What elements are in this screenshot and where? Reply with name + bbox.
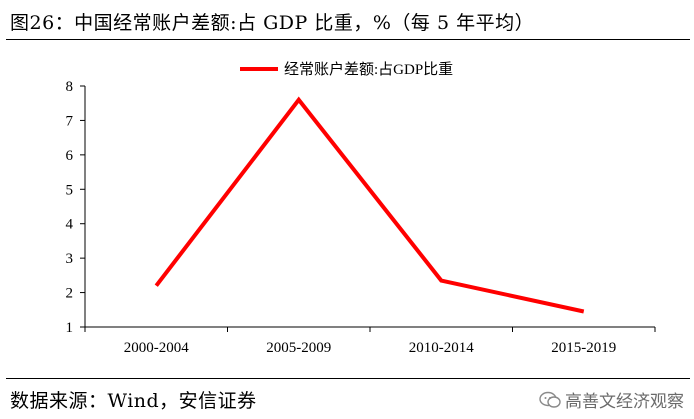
chart-title: 图26：中国经常账户差额:占 GDP 比重，%（每 5 年平均） bbox=[10, 12, 535, 34]
watermark: 高善文经济观察 bbox=[539, 387, 684, 412]
y-tick-label: 6 bbox=[66, 148, 74, 164]
legend-label: 经常账户差额:占GDP比重 bbox=[284, 61, 453, 78]
top-rule bbox=[6, 39, 690, 40]
series-line bbox=[154, 96, 585, 314]
series-group bbox=[154, 96, 585, 314]
x-tick-label: 2000-2004 bbox=[124, 340, 189, 356]
chart-legend: 经常账户差额:占GDP比重 bbox=[240, 61, 453, 78]
x-axis-ticks: 2000-2004 2005-2009 2010-2014 2015-2019 bbox=[84, 327, 656, 356]
x-tick-label: 2010-2014 bbox=[409, 340, 474, 356]
y-tick-label: 2 bbox=[66, 286, 74, 302]
x-tick-label: 2015-2019 bbox=[551, 340, 616, 356]
y-tick-label: 4 bbox=[66, 217, 74, 233]
data-source: 数据来源：Wind，安信证券 bbox=[10, 390, 257, 412]
x-tick-label: 2005-2009 bbox=[266, 340, 331, 356]
y-tick-label: 5 bbox=[66, 182, 74, 198]
y-tick-label: 1 bbox=[66, 320, 74, 336]
y-tick-label: 8 bbox=[66, 79, 74, 95]
line-chart: 1 2 3 4 5 6 7 8 2000-2004 2005-2009 2010-2014 2015… bbox=[66, 61, 656, 356]
y-axis-ticks: 1 2 3 4 5 6 7 8 bbox=[66, 79, 85, 336]
y-tick-label: 3 bbox=[66, 251, 74, 267]
y-tick-label: 7 bbox=[66, 113, 74, 129]
wechat-icon bbox=[539, 391, 561, 408]
watermark-text: 高善文经济观察 bbox=[565, 392, 684, 412]
bottom-rule bbox=[6, 378, 690, 379]
chart-axes bbox=[84, 86, 655, 328]
